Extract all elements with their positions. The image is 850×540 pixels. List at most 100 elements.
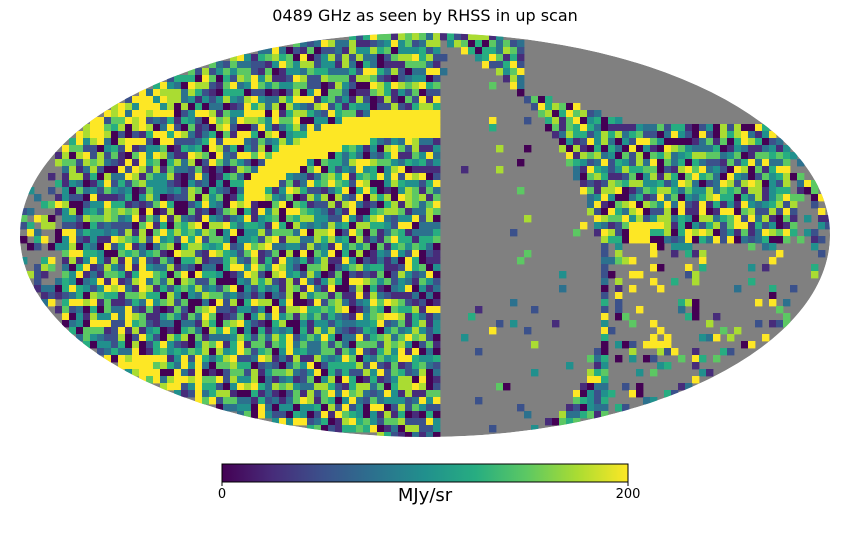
map-pixel bbox=[363, 376, 371, 384]
map-pixel bbox=[349, 306, 357, 314]
map-pixel bbox=[286, 320, 294, 328]
map-pixel bbox=[398, 313, 406, 321]
map-pixel bbox=[419, 145, 427, 153]
map-pixel bbox=[692, 278, 700, 286]
map-pixel bbox=[384, 222, 392, 230]
map-pixel bbox=[405, 243, 413, 251]
map-pixel bbox=[153, 369, 161, 377]
map-pixel bbox=[237, 201, 245, 209]
map-pixel bbox=[762, 173, 770, 181]
map-pixel bbox=[111, 285, 119, 293]
map-pixel bbox=[440, 33, 448, 41]
map-pixel bbox=[342, 124, 350, 132]
map-pixel bbox=[699, 355, 707, 363]
map-pixel bbox=[391, 124, 399, 132]
map-pixel bbox=[237, 292, 245, 300]
map-pixel bbox=[139, 236, 147, 244]
map-pixel bbox=[83, 131, 91, 139]
map-pixel bbox=[62, 236, 70, 244]
map-pixel bbox=[419, 187, 427, 195]
map-pixel bbox=[720, 208, 728, 216]
map-pixel bbox=[202, 145, 210, 153]
map-pixel bbox=[34, 194, 42, 202]
map-pixel bbox=[412, 278, 420, 286]
map-pixel bbox=[139, 222, 147, 230]
map-pixel bbox=[720, 194, 728, 202]
map-pixel bbox=[146, 313, 154, 321]
map-pixel bbox=[272, 404, 280, 412]
map-pixel bbox=[433, 201, 441, 209]
map-pixel bbox=[391, 313, 399, 321]
map-pixel bbox=[629, 138, 637, 146]
map-pixel bbox=[783, 159, 791, 167]
map-pixel bbox=[181, 82, 189, 90]
map-pixel bbox=[223, 194, 231, 202]
map-pixel bbox=[433, 159, 441, 167]
map-pixel bbox=[258, 229, 266, 237]
map-pixel bbox=[258, 68, 266, 76]
map-pixel bbox=[419, 222, 427, 230]
map-pixel bbox=[405, 54, 413, 62]
map-pixel bbox=[398, 341, 406, 349]
map-pixel bbox=[713, 145, 721, 153]
map-pixel bbox=[146, 138, 154, 146]
map-pixel bbox=[314, 341, 322, 349]
map-pixel bbox=[167, 187, 175, 195]
map-pixel bbox=[209, 152, 217, 160]
map-pixel bbox=[615, 341, 623, 349]
map-pixel bbox=[615, 278, 623, 286]
map-pixel bbox=[643, 124, 651, 132]
map-pixel bbox=[314, 166, 322, 174]
map-pixel bbox=[629, 152, 637, 160]
map-pixel bbox=[727, 180, 735, 188]
map-pixel bbox=[314, 404, 322, 412]
map-pixel bbox=[447, 33, 455, 41]
map-pixel bbox=[132, 334, 140, 342]
map-pixel bbox=[111, 194, 119, 202]
map-pixel bbox=[300, 194, 308, 202]
map-pixel bbox=[279, 397, 287, 405]
map-pixel bbox=[90, 138, 98, 146]
map-pixel bbox=[97, 166, 105, 174]
map-pixel bbox=[615, 159, 623, 167]
map-pixel bbox=[650, 236, 658, 244]
map-pixel bbox=[734, 285, 742, 293]
map-pixel bbox=[412, 313, 420, 321]
map-pixel bbox=[104, 194, 112, 202]
map-pixel bbox=[181, 152, 189, 160]
map-pixel bbox=[321, 89, 329, 97]
map-pixel bbox=[62, 292, 70, 300]
map-pixel bbox=[622, 194, 630, 202]
map-pixel bbox=[370, 47, 378, 55]
map-pixel bbox=[356, 117, 364, 125]
map-pixel bbox=[146, 222, 154, 230]
map-pixel bbox=[223, 376, 231, 384]
map-pixel bbox=[699, 369, 707, 377]
map-pixel bbox=[391, 229, 399, 237]
map-pixel bbox=[356, 229, 364, 237]
map-pixel bbox=[188, 166, 196, 174]
map-pixel bbox=[181, 75, 189, 83]
map-pixel bbox=[769, 187, 777, 195]
colorbar-max-label: 200 bbox=[615, 487, 641, 502]
map-pixel bbox=[216, 313, 224, 321]
map-pixel bbox=[139, 201, 147, 209]
map-pixel bbox=[188, 152, 196, 160]
map-pixel bbox=[349, 278, 357, 286]
map-pixel bbox=[671, 180, 679, 188]
map-pixel bbox=[335, 411, 343, 419]
map-pixel bbox=[55, 159, 63, 167]
map-pixel bbox=[601, 152, 609, 160]
map-pixel bbox=[587, 152, 595, 160]
map-pixel bbox=[335, 54, 343, 62]
map-pixel bbox=[265, 75, 273, 83]
map-pixel bbox=[279, 404, 287, 412]
map-pixel bbox=[692, 229, 700, 237]
map-pixel bbox=[153, 278, 161, 286]
map-pixel bbox=[237, 117, 245, 125]
map-pixel bbox=[132, 194, 140, 202]
map-pixel bbox=[678, 145, 686, 153]
map-pixel bbox=[657, 180, 665, 188]
map-pixel bbox=[307, 201, 315, 209]
map-pixel bbox=[83, 271, 91, 279]
